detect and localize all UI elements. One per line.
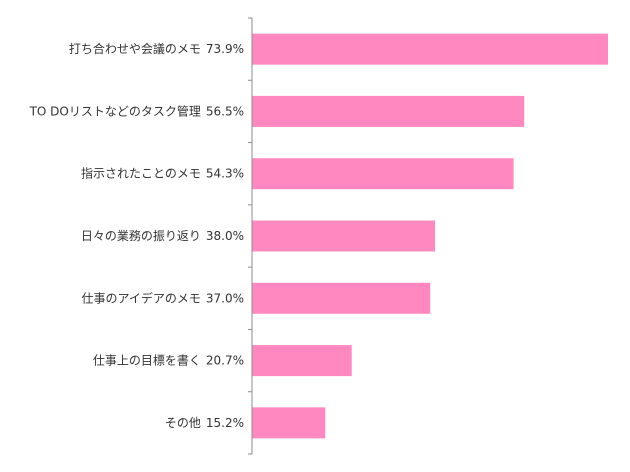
value-label: 37.0% [206,291,244,305]
axis-ticks-group [248,17,252,455]
value-label: 73.9% [206,42,244,56]
value-label: 20.7% [206,354,244,368]
category-label: 仕事のアイデアのメモ 37.0% [81,290,244,305]
category-name: その他 [165,416,201,430]
bars-group [252,33,608,439]
bar [252,220,436,252]
labels-group: 打ち合わせや会議のメモ 73.9% TO DOリストなどのタスク管理 56.5% 指示さ… [29,41,244,430]
value-label: 56.5% [206,104,244,118]
value-label: 15.2% [206,416,244,430]
category-label: 指示されたことのメモ 54.3% [81,166,244,181]
category-label: TO DOリストなどのタスク管理 56.5% [29,103,244,118]
bar [252,407,326,439]
category-name: 打ち合わせや会議のメモ [69,41,201,56]
category-name: 仕事のアイデアのメモ [81,290,200,305]
bar [252,158,514,190]
bar [252,95,525,127]
value-label: 54.3% [206,167,244,181]
value-label: 38.0% [206,229,244,243]
category-label: その他 15.2% [165,416,244,430]
category-name: 指示されたことのメモ [81,166,201,181]
category-name: 仕事上の目標を書く [93,354,201,368]
category-label: 打ち合わせや会議のメモ 73.9% [69,41,244,56]
category-name: TO DOリストなどのタスク管理 [29,103,201,118]
category-name: 日々の業務の振り返り [81,229,201,243]
bar [252,345,352,377]
bar [252,33,608,65]
category-label: 仕事上の目標を書く 20.7% [93,354,244,368]
category-label: 日々の業務の振り返り 38.0% [81,229,244,243]
bar [252,282,431,314]
